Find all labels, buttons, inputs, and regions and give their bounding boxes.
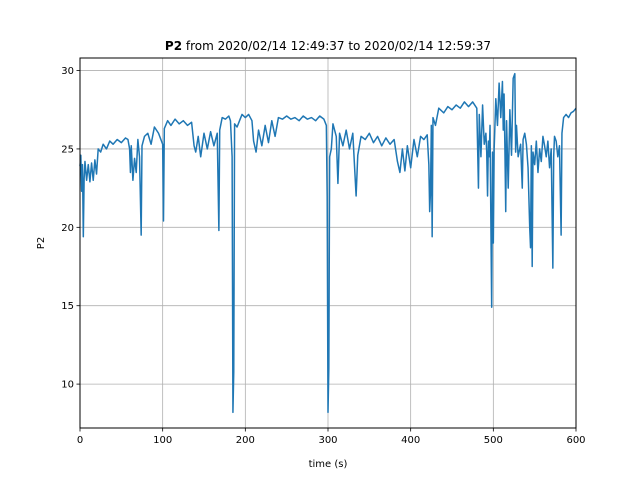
y-tick-label: 15	[61, 301, 74, 312]
chart-title-bold: P2	[165, 39, 182, 53]
x-tick-label: 600	[566, 435, 585, 446]
x-tick-label: 500	[484, 435, 503, 446]
x-tick-label: 100	[153, 435, 172, 446]
chart-title-rest: from 2020/02/14 12:49:37 to 2020/02/14 1…	[182, 39, 491, 53]
x-axis: 0 100 200 300 400 500 600	[77, 428, 586, 446]
x-tick-label: 200	[236, 435, 255, 446]
chart-title: P2 from 2020/02/14 12:49:37 to 2020/02/1…	[165, 39, 491, 53]
y-axis: 10 15 20 25 30	[61, 66, 80, 391]
y-axis-label: P2	[36, 237, 47, 249]
x-tick-label: 400	[401, 435, 420, 446]
series-group	[79, 72, 577, 414]
y-tick-label: 20	[61, 223, 74, 234]
x-tick-label: 300	[318, 435, 337, 446]
y-tick-label: 30	[61, 66, 74, 77]
series-line-0	[79, 72, 577, 414]
y-tick-label: 25	[61, 144, 74, 155]
x-axis-label: time (s)	[309, 459, 348, 470]
y-tick-label: 10	[61, 380, 74, 391]
x-tick-label: 0	[77, 435, 83, 446]
